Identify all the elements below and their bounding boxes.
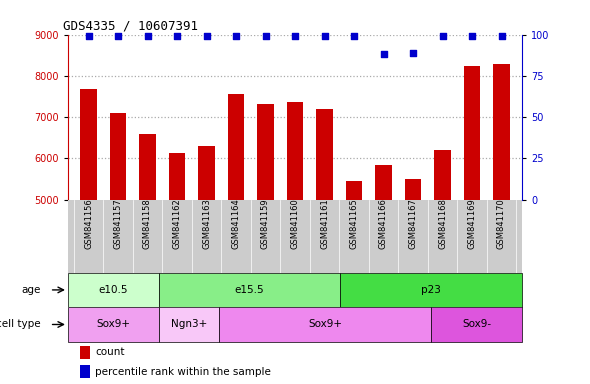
Point [231,33,241,39]
Text: percentile rank within the sample: percentile rank within the sample [95,367,271,377]
Bar [80,89,97,200]
Text: e10.5: e10.5 [99,285,128,295]
Point [349,33,359,39]
Bar [198,146,215,200]
Bar [68,273,159,307]
Bar [68,307,159,342]
Text: GDS4335 / 10607391: GDS4335 / 10607391 [63,19,198,32]
Bar [316,109,333,200]
Bar [169,154,185,200]
Text: Sox9+: Sox9+ [96,319,130,329]
Bar [464,66,480,200]
Point [172,33,182,39]
Bar [80,365,90,378]
Bar [431,307,522,342]
Point [261,33,270,39]
Point [113,33,123,39]
Text: count: count [95,347,124,357]
Bar [257,104,274,200]
Bar [434,150,451,200]
Point [320,33,329,39]
Bar [346,181,362,200]
Bar [493,64,510,200]
Bar [110,113,126,200]
Bar [139,134,156,200]
Point [84,33,93,39]
Point [408,50,418,56]
Text: age: age [21,285,41,295]
Point [379,51,388,58]
Point [467,33,477,39]
Bar [159,307,219,342]
Text: p23: p23 [421,285,441,295]
Bar [80,346,90,359]
Text: Sox9+: Sox9+ [309,319,342,329]
Bar [159,273,340,307]
Bar [340,273,522,307]
Point [438,33,447,39]
Point [143,33,152,39]
Point [202,33,211,39]
Bar [405,179,421,200]
Point [497,33,506,39]
Text: Ngn3+: Ngn3+ [171,319,207,329]
Point [290,33,300,39]
Text: Sox9-: Sox9- [462,319,491,329]
Bar [375,165,392,200]
Bar [219,307,431,342]
Text: e15.5: e15.5 [235,285,264,295]
Text: cell type: cell type [0,319,41,329]
Bar [228,94,244,200]
Bar [287,102,303,200]
